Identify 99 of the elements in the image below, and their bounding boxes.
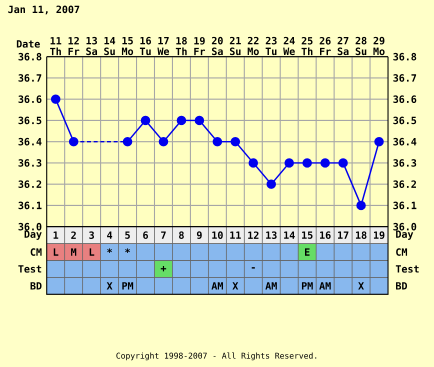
x-tick-label: 11 Th (50, 37, 62, 56)
text: 9 (196, 231, 202, 239)
x-axis-title: Date (16, 40, 40, 48)
point (230, 136, 240, 146)
text: 15 (302, 231, 313, 239)
text: 8 (179, 231, 184, 239)
text: 3 (89, 231, 94, 239)
text: * (107, 248, 112, 253)
x-tick-label: 13 Sa (86, 36, 98, 56)
y2-tick-label: 36.6 (393, 95, 416, 103)
text: X (106, 282, 112, 290)
y-tick-label: CM (30, 248, 42, 256)
x-tick-label: 24 We (283, 36, 295, 56)
text: L (90, 248, 94, 256)
x-tick-label: 21 Su (230, 36, 241, 56)
y2-tick-label: 36.0 (393, 222, 416, 230)
y-tick-label: 36.6 (18, 95, 42, 103)
text: 19 (374, 231, 384, 239)
text: 11 (230, 232, 241, 239)
text: 7 (161, 232, 166, 239)
y2-tick-label: CM (396, 248, 408, 256)
y-tick-label: Test (18, 265, 42, 273)
y-tick-label: 36.3 (18, 159, 42, 167)
y2-tick-label: Test (396, 265, 419, 273)
text: X (358, 282, 364, 290)
point (50, 94, 60, 104)
text: E (304, 248, 310, 256)
point (320, 158, 330, 168)
text: L (54, 248, 58, 256)
y-tick-label: BD (30, 282, 42, 290)
y-tick-label: 36.0 (18, 222, 42, 230)
text: 12 (248, 231, 258, 239)
x-tick-label: 26 Fr (320, 37, 331, 56)
y2-tick-label: 36.7 (393, 74, 416, 82)
y2-tick-label: 36.5 (393, 116, 416, 124)
y2-tick-label: 36.8 (393, 52, 416, 60)
text: + (160, 266, 166, 272)
x-tick-label: 22 Mo (248, 36, 259, 56)
text: AM (319, 282, 331, 290)
x-tick-label: 17 We (157, 37, 170, 56)
x-tick-label: 15 Mo (122, 37, 134, 56)
text: 14 (284, 232, 295, 239)
text: AM (212, 282, 223, 290)
text: X (232, 282, 238, 290)
y2-tick-label: BD (396, 282, 408, 290)
x-tick-label: 20 Sa (212, 36, 223, 56)
y-tick-label: 36.5 (18, 116, 42, 124)
x-tick-label: 19 Fr (194, 37, 206, 56)
point (248, 158, 258, 168)
point (374, 136, 384, 146)
text: 13 (266, 231, 277, 239)
y-tick-label: Day (24, 230, 42, 240)
y-tick-label: 36.7 (18, 74, 42, 82)
point (140, 116, 150, 126)
y2-tick-label: 36.3 (393, 159, 416, 167)
text: 4 (107, 232, 112, 239)
x-tick-label: 18 Th (176, 37, 187, 56)
text: 17 (338, 232, 348, 239)
point (176, 116, 186, 126)
text: 18 (356, 231, 366, 239)
text: 1 (54, 232, 58, 239)
point (356, 200, 366, 210)
x-tick-label: 16 Tu (140, 36, 151, 56)
text: * (125, 248, 130, 253)
text: PM (122, 282, 134, 290)
y2-tick-label: 36.4 (393, 138, 416, 146)
y2-tick-label: Day (396, 230, 414, 240)
y-tick-label: 36.1 (18, 202, 42, 210)
point (302, 158, 312, 168)
point (212, 136, 222, 146)
x-tick-label: 27 Sa (338, 36, 349, 56)
y-tick-label: 36.4 (18, 138, 42, 146)
y2-tick-label: 36.2 (393, 180, 416, 188)
point (158, 136, 168, 146)
x-tick-label: 29 Mo (373, 36, 385, 56)
y-tick-label: 36.2 (18, 180, 42, 188)
text: PM (302, 282, 313, 290)
y-tick-label: 36.8 (18, 52, 42, 60)
point (284, 158, 294, 168)
x-tick-label: 25 Th (302, 37, 313, 56)
text: M (71, 248, 76, 256)
text: - (252, 267, 255, 269)
x-tick-label: 28 Su (356, 36, 366, 56)
text: Copyright 1998-2007 - All Rights Reserved. (116, 352, 316, 360)
point (122, 136, 132, 146)
x-tick-label: 12 Fr (68, 37, 80, 56)
text: AM (265, 282, 277, 290)
point (338, 158, 348, 168)
x-tick-label: 23 Tu (266, 36, 277, 56)
chart-title: Jan 11, 2007 (8, 6, 80, 14)
point (194, 116, 204, 126)
y2-tick-label: 36.1 (393, 202, 416, 210)
text: 16 (320, 231, 331, 239)
text: 10 (212, 231, 223, 239)
text: 2 (71, 231, 76, 239)
x-tick-label: 14 Su (104, 37, 116, 56)
text: 6 (143, 231, 148, 239)
text: 5 (125, 231, 130, 239)
point (266, 179, 276, 189)
